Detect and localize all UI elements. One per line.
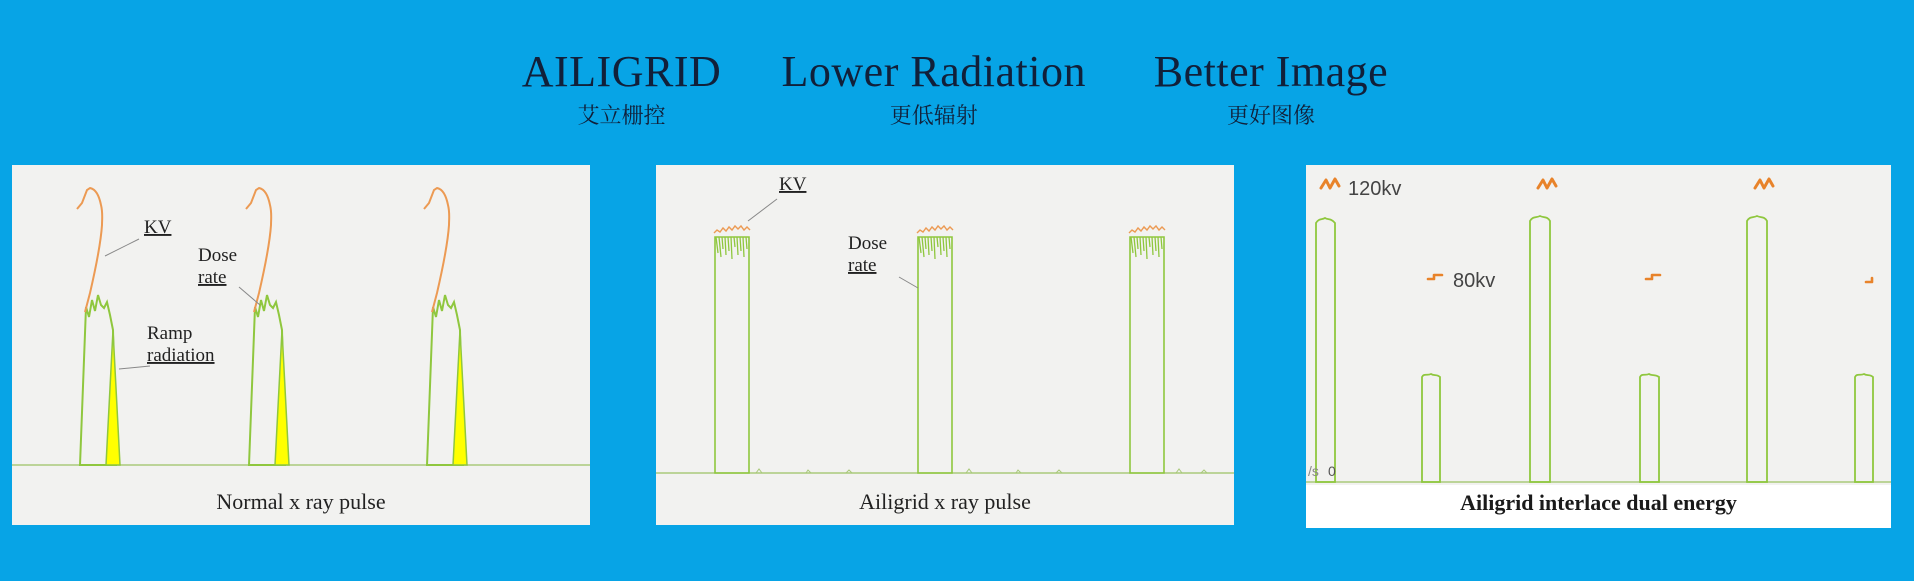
svg-text:KV: KV (779, 174, 807, 195)
svg-text:/s: /s (1308, 463, 1319, 479)
svg-text:120kv: 120kv (1348, 178, 1401, 200)
svg-text:80kv: 80kv (1453, 270, 1495, 292)
svg-text:Normal x ray pulse: Normal x ray pulse (216, 489, 385, 514)
svg-text:radiation: radiation (147, 345, 215, 366)
svg-text:Ailigrid x ray pulse: Ailigrid x ray pulse (859, 489, 1031, 514)
svg-text:Dose: Dose (198, 245, 237, 266)
svg-text:0: 0 (1328, 463, 1336, 479)
svg-text:Ramp: Ramp (147, 323, 192, 344)
svg-text:rate: rate (848, 255, 876, 276)
svg-text:Dose: Dose (848, 233, 887, 254)
svg-text:KV: KV (144, 217, 172, 238)
svg-text:rate: rate (198, 267, 226, 288)
